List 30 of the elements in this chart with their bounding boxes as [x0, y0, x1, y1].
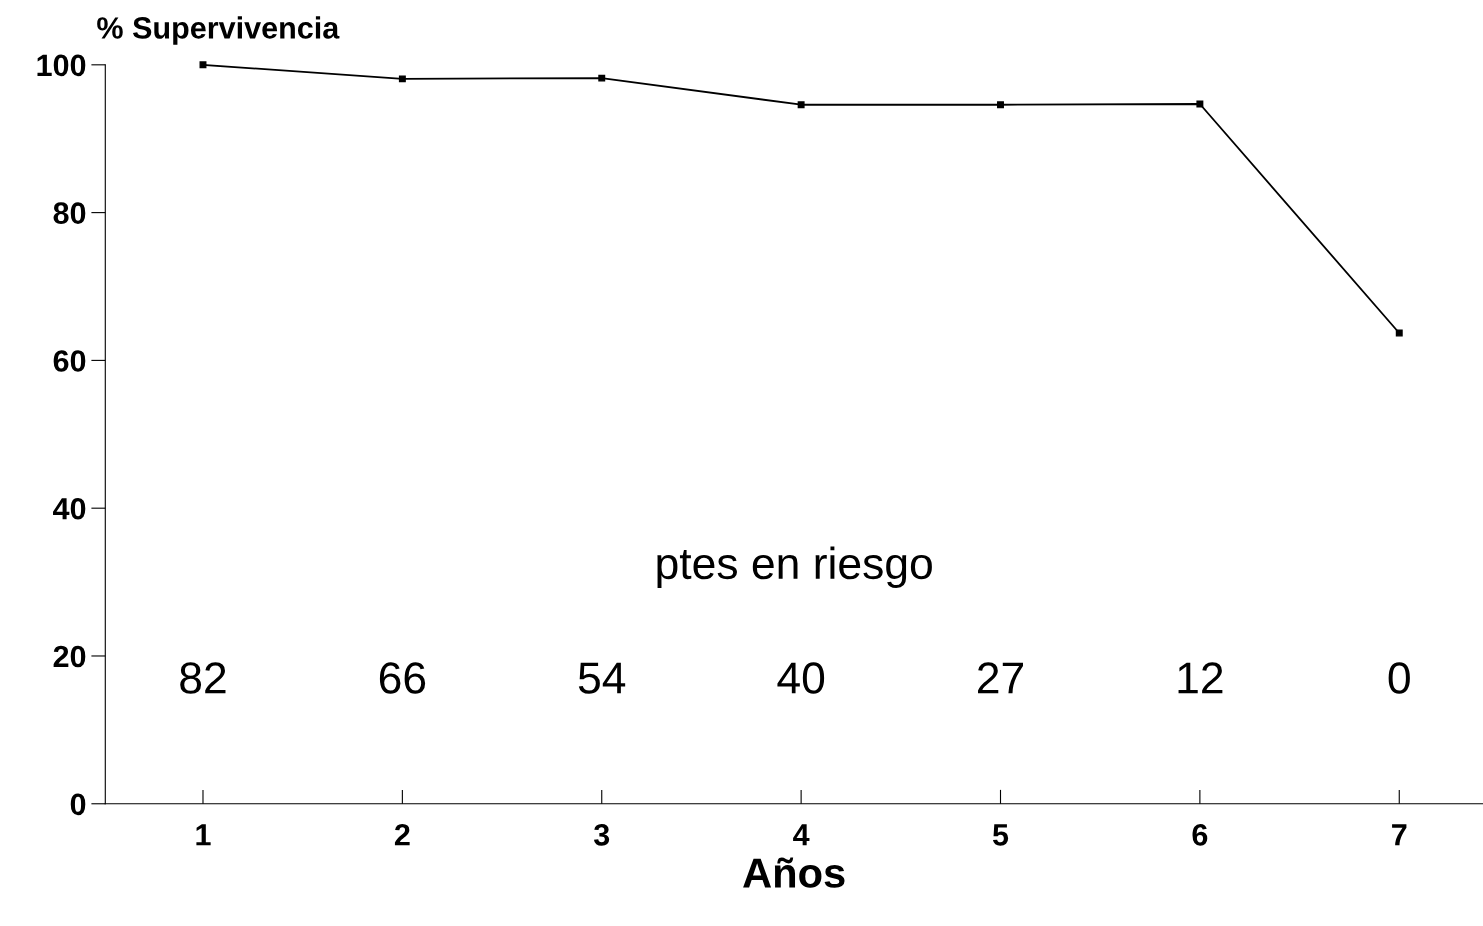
annotation: 66 — [379, 662, 426, 694]
x-tick-label: 4 — [793, 824, 810, 846]
point — [398, 75, 406, 83]
point — [1395, 329, 1403, 337]
point — [1196, 100, 1204, 108]
annotation: 0 — [1388, 662, 1410, 694]
x-tick-label: 1 — [196, 824, 211, 846]
point — [997, 101, 1004, 109]
point — [598, 74, 606, 82]
point — [199, 61, 207, 69]
y-axis-title: % Supervivencia — [97, 16, 340, 45]
annotation: 54 — [578, 662, 626, 694]
x-axis-title: Años — [743, 857, 845, 888]
y-tick-label: 0 — [70, 793, 86, 816]
annotation: 82 — [180, 662, 226, 694]
annotation: ptes en riesgo — [657, 546, 932, 589]
x-tick-label: 2 — [394, 824, 410, 846]
y-tick-label: 100 — [37, 54, 86, 77]
y-tick-label: 60 — [53, 350, 86, 372]
y-tick-label: 80 — [53, 202, 86, 224]
point — [797, 101, 805, 109]
x-tick-label: 3 — [593, 824, 610, 846]
x-tick-label: 7 — [1392, 824, 1407, 846]
x-tick-label: 5 — [992, 824, 1009, 846]
annotation: 27 — [978, 662, 1023, 694]
x-tick-label: 6 — [1192, 824, 1208, 846]
y-tick-label: 40 — [53, 497, 86, 520]
annotation: 40 — [777, 662, 825, 694]
y-tick-label: 20 — [53, 645, 86, 668]
annotation: 12 — [1178, 662, 1223, 694]
